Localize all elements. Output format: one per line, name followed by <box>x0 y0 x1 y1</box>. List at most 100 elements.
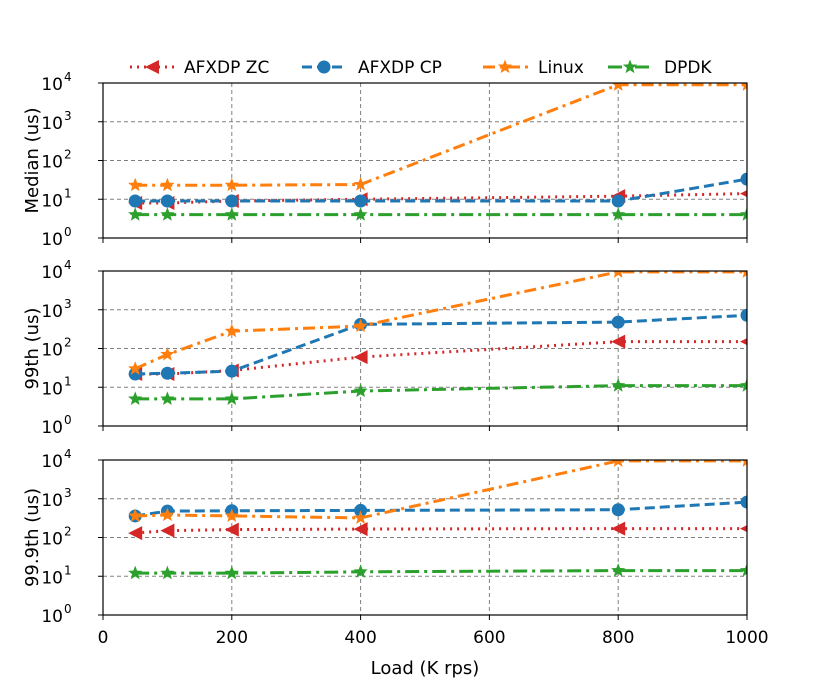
data-point-afxdp-zc <box>740 525 747 533</box>
data-point-linux <box>224 177 239 192</box>
series-line-afxdp-zc <box>135 192 747 205</box>
data-point-afxdp-cp <box>354 194 368 208</box>
legend-item-afxdp-zc: AFXDP ZC <box>130 58 269 78</box>
legend-label: Linux <box>538 58 584 78</box>
data-point-linux <box>160 177 175 192</box>
data-point-linux <box>741 271 747 278</box>
legend-item-dpdk: DPDK <box>608 58 712 78</box>
y-tick-label: 10 <box>41 530 63 550</box>
data-point-linux <box>160 507 175 522</box>
data-point-dpdk <box>739 563 747 577</box>
y-tick-exponent: 2 <box>64 525 72 539</box>
data-point-linux <box>612 271 624 278</box>
x-tick-label: 200 <box>216 628 248 648</box>
y-axis-label: Median (us) <box>22 107 43 213</box>
y-tick-label: 10 <box>41 153 63 173</box>
y-tick-exponent: 3 <box>64 297 72 311</box>
y-tick-exponent: 0 <box>64 602 72 616</box>
data-point-dpdk <box>353 564 368 578</box>
series-line-afxdp-zc <box>135 527 747 535</box>
y-tick-label: 10 <box>41 114 63 134</box>
data-point-linux <box>128 361 143 375</box>
data-point-afxdp-zc <box>224 522 239 537</box>
y-axis-label: 99th (us) <box>22 308 43 390</box>
data-point-linux <box>224 508 239 523</box>
plot-frame <box>102 459 748 616</box>
data-point-linux <box>612 460 624 467</box>
y-tick-label: 10 <box>41 452 63 472</box>
data-point-afxdp-zc <box>740 338 747 346</box>
legend-marker-dpdk <box>622 59 638 74</box>
series-line-linux <box>135 83 747 187</box>
x-tick-label: 1000 <box>725 628 768 648</box>
legend-item-afxdp-cp: AFXDP CP <box>302 58 442 78</box>
x-tick-label: 800 <box>602 628 634 648</box>
data-point-linux <box>741 460 747 467</box>
data-point-dpdk <box>224 565 239 580</box>
data-point-afxdp-cp <box>740 308 747 322</box>
series-line-afxdp-cp <box>135 177 747 203</box>
y-tick-exponent: 4 <box>64 70 72 84</box>
data-point-linux <box>128 508 143 523</box>
data-point-linux <box>160 347 175 361</box>
data-point-dpdk <box>128 565 143 580</box>
y-tick-label: 10 <box>41 379 63 399</box>
data-point-linux <box>224 323 239 338</box>
x-axis-label: Load (K rps) <box>371 658 480 679</box>
data-point-dpdk <box>224 207 239 221</box>
legend: AFXDP ZC AFXDP CP Linux DPDK <box>130 58 712 78</box>
data-point-afxdp-zc <box>128 526 143 541</box>
y-tick-label: 10 <box>41 75 63 95</box>
data-point-afxdp-cp <box>740 172 747 186</box>
legend-label: AFXDP ZC <box>184 58 269 78</box>
data-point-dpdk <box>160 207 175 221</box>
series-line-linux <box>135 460 747 520</box>
x-tick-label: 0 <box>98 628 109 648</box>
data-point-afxdp-cp <box>160 194 174 208</box>
data-point-dpdk <box>611 563 626 577</box>
data-point-linux <box>128 177 143 192</box>
y-tick-exponent: 2 <box>64 148 72 162</box>
data-point-linux <box>353 318 368 333</box>
x-tick-label: 400 <box>344 628 376 648</box>
series-line-afxdp-zc <box>135 340 747 376</box>
data-point-dpdk <box>160 565 175 580</box>
series-line-linux <box>134 271 747 371</box>
data-point-dpdk <box>739 378 747 392</box>
data-point-dpdk <box>611 207 626 221</box>
y-tick-exponent: 0 <box>64 225 72 239</box>
data-point-afxdp-cp <box>611 315 625 329</box>
data-point-dpdk <box>160 391 175 405</box>
data-point-linux <box>611 83 625 91</box>
data-point-afxdp-zc <box>353 522 368 537</box>
y-tick-exponent: 1 <box>64 186 72 200</box>
x-tick-label: 600 <box>473 628 505 648</box>
y-tick-label: 10 <box>41 568 63 588</box>
plot-frame <box>102 270 748 427</box>
data-point-dpdk <box>353 207 368 221</box>
data-point-afxdp-zc <box>611 521 626 536</box>
data-point-afxdp-cp <box>354 503 368 517</box>
series-line-afxdp-cp <box>135 313 747 376</box>
y-tick-label: 10 <box>41 191 63 211</box>
y-tick-label: 10 <box>41 491 63 511</box>
data-point-afxdp-cp <box>160 366 174 380</box>
data-point-afxdp-cp <box>740 495 747 509</box>
y-tick-label: 10 <box>41 341 63 361</box>
legend-marker-linux <box>497 59 513 74</box>
legend-label: AFXDP CP <box>358 58 442 78</box>
data-point-afxdp-cp <box>611 503 625 517</box>
y-tick-label: 10 <box>41 263 63 283</box>
data-point-dpdk <box>611 378 626 392</box>
plot-frame <box>102 82 748 239</box>
data-point-dpdk <box>128 207 143 221</box>
data-point-dpdk <box>353 383 368 398</box>
data-point-afxdp-cp <box>128 194 142 208</box>
y-axis-label: 99.9th (us) <box>22 488 43 587</box>
data-point-afxdp-zc <box>740 190 747 198</box>
data-point-afxdp-cp <box>225 194 239 208</box>
y-tick-exponent: 3 <box>64 109 72 123</box>
data-point-linux <box>353 177 368 191</box>
legend-marker-afxdp-cp <box>317 60 331 74</box>
